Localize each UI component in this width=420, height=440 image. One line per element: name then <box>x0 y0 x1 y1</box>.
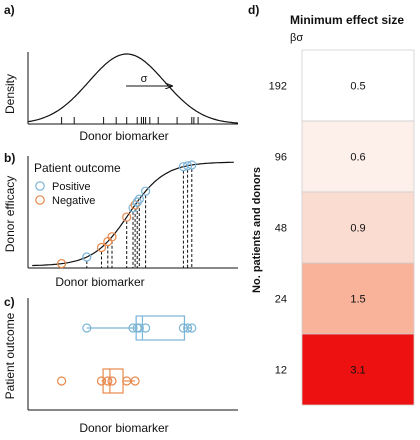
heatmap-value-label: 1.5 <box>350 294 365 306</box>
negative-point <box>56 376 67 386</box>
panel-d-subtitle: βσ <box>290 32 303 44</box>
positive-boxplot <box>82 315 197 341</box>
panel-b: b) Donor efficacy Patient outcome Positi… <box>3 151 238 289</box>
negative-point <box>130 376 140 386</box>
rug-marks <box>61 117 199 124</box>
panel-a-ylabel: Density <box>3 74 17 114</box>
legend-negative-label: Negative <box>52 195 95 207</box>
sigma-label: σ <box>141 73 148 85</box>
panel-a: a) Density σ Donor biomarker <box>3 3 239 143</box>
density-curve <box>27 53 239 124</box>
efficacy-point-positive <box>141 186 151 196</box>
efficacy-point-positive <box>183 161 193 171</box>
panel-d-ylabel: No. patients and donors <box>251 167 263 293</box>
legend-negative-marker <box>35 195 45 205</box>
panel-a-tag: a) <box>4 3 15 17</box>
positive-point <box>187 323 197 333</box>
sample-size-tick-label: 96 <box>275 152 287 164</box>
positive-point <box>183 323 193 333</box>
sample-size-tick-label: 48 <box>275 223 287 235</box>
positive-point <box>134 323 144 333</box>
efficacy-point-positive <box>187 160 197 170</box>
efficacy-point-negative <box>96 242 107 253</box>
panel-d-title: Minimum effect size <box>290 13 404 27</box>
positive-point <box>82 323 92 333</box>
efficacy-point-positive <box>132 197 142 207</box>
legend-positive-label: Positive <box>52 181 91 193</box>
sample-size-tick-label: 24 <box>275 294 287 306</box>
heatmap-value-label: 0.5 <box>350 81 365 93</box>
sample-size-tick-label: 192 <box>269 81 287 93</box>
legend-title: Patient outcome <box>34 161 121 175</box>
sample-size-tick-label: 12 <box>275 365 287 377</box>
efficacy-point-negative <box>122 212 132 222</box>
efficacy-point-positive <box>128 203 138 213</box>
heatmap-cell <box>301 120 415 193</box>
panel-c: c) Patient outcome Donor biomarker <box>3 295 238 435</box>
negative-point <box>107 376 117 386</box>
heatmap-cell <box>301 333 415 406</box>
efficacy-point-negative <box>56 259 67 269</box>
efficacy-points <box>56 160 197 269</box>
heatmap-value-label: 0.9 <box>350 223 365 235</box>
positive-box <box>135 315 186 341</box>
heatmap-cell <box>301 191 415 264</box>
panel-c-xlabel: Donor biomarker <box>79 421 168 435</box>
panel-d-tag: d) <box>248 3 259 17</box>
panel-b-ylabel: Donor efficacy <box>3 176 17 252</box>
positive-point <box>141 323 151 333</box>
heatmap-value-label: 0.6 <box>350 152 365 164</box>
positive-point <box>128 323 138 333</box>
negative-boxplot <box>56 368 140 394</box>
efficacy-point-positive <box>82 252 92 262</box>
panel-c-ylabel: Patient outcome <box>3 312 17 399</box>
efficacy-point-positive <box>178 162 188 172</box>
panel-b-tag: b) <box>4 151 15 165</box>
legend-positive-marker <box>35 181 45 191</box>
panel-b-xlabel: Donor biomarker <box>55 275 144 289</box>
effect-size-heatmap: 0.5 192 0.6 96 0.9 48 1.5 24 3.1 12 <box>269 49 415 406</box>
negative-point <box>103 376 113 386</box>
panel-d: d) Minimum effect size βσ No. patients a… <box>248 3 415 406</box>
negative-point <box>96 376 107 386</box>
efficacy-point-negative <box>107 232 117 242</box>
heatmap-cell <box>301 49 415 122</box>
panel-a-xlabel: Donor biomarker <box>79 129 168 143</box>
efficacy-point-positive <box>134 194 144 204</box>
drop-lines <box>61 168 193 268</box>
heatmap-cell <box>301 262 415 335</box>
heatmap-value-label: 3.1 <box>350 365 365 377</box>
panel-c-tag: c) <box>4 295 15 309</box>
